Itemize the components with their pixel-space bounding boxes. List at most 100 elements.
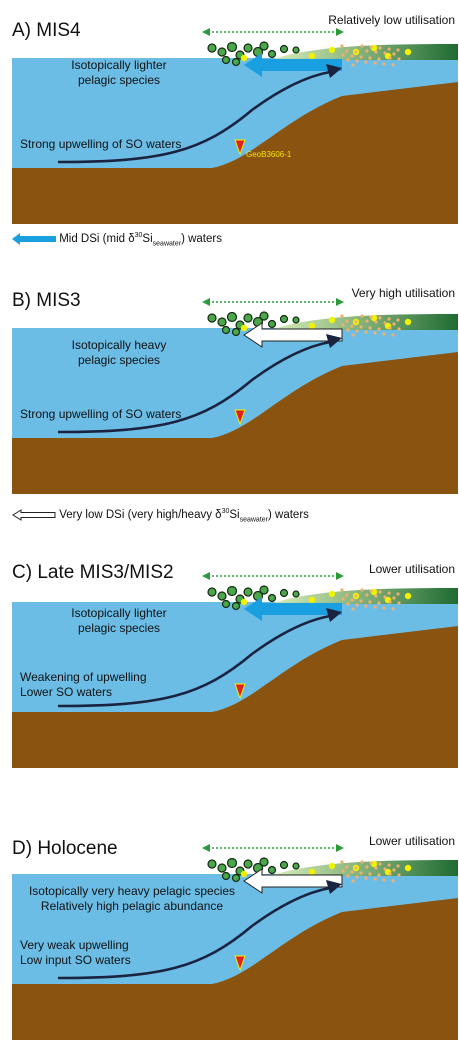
- upwelling-label: Weakening of upwelling Lower SO waters: [20, 670, 147, 700]
- utilisation-label: Lower utilisation: [368, 834, 455, 848]
- diatom-small: [340, 44, 344, 48]
- diatom-small: [355, 603, 359, 607]
- seafloor: [12, 626, 458, 768]
- diatom-small: [387, 47, 391, 51]
- diatom-small: [373, 605, 377, 609]
- diatom-yellow: [308, 322, 316, 330]
- arrowhead-right-icon: [336, 298, 344, 306]
- species-label-line: pelagic species: [77, 73, 161, 87]
- diatom-small: [388, 600, 392, 604]
- diatom-circle: [292, 590, 300, 598]
- diatom-small: [391, 607, 395, 611]
- arrowhead-right-icon: [336, 28, 344, 36]
- legend-white-text: Very low DSi (very high/heavy δ30Siseawa…: [59, 508, 309, 524]
- diatom-small: [345, 593, 349, 597]
- diatom-small: [397, 57, 401, 61]
- white-arrow-icon: [12, 508, 56, 521]
- diatom-circle: [226, 41, 238, 53]
- diatom-circle: [207, 859, 217, 869]
- productive-layer: [270, 44, 458, 60]
- upwelling-label: Strong upwelling of SO waters: [20, 137, 181, 152]
- diatom-circle: [279, 44, 289, 54]
- panel-title: A) MIS4: [12, 20, 81, 41]
- diatom-small: [377, 57, 381, 61]
- panel-b: B) MIS3 Very high utilisation Isotopical…: [0, 260, 459, 510]
- diatom-small: [383, 595, 387, 599]
- scene-diagram: [12, 298, 458, 494]
- diatom-small: [387, 863, 391, 867]
- species-label: Isotopically lighter pelagic species: [44, 606, 194, 636]
- diatom-small: [374, 594, 378, 598]
- diatom-small: [383, 321, 387, 325]
- diatom-yellow: [240, 870, 248, 878]
- panel-a: A) MIS4 Relatively low utilisation Isoto…: [0, 0, 459, 250]
- diatom-small: [359, 325, 363, 329]
- diatom-circle: [226, 857, 238, 869]
- diatom-small: [382, 878, 386, 882]
- upwelling-label-line: Strong upwelling of SO waters: [20, 407, 182, 421]
- species-label-line: pelagic species: [77, 621, 161, 635]
- core-site-marker-icon: [234, 955, 246, 972]
- diatom-yellow: [404, 864, 412, 872]
- upwelling-label: Strong upwelling of SO waters: [20, 407, 181, 422]
- blue-arrow-icon: [12, 232, 56, 245]
- diatom-small: [360, 314, 364, 318]
- diatom-yellow: [328, 590, 336, 598]
- diatom-small: [350, 324, 354, 328]
- diatom-circle: [267, 49, 277, 59]
- diatom-yellow: [308, 868, 316, 876]
- species-label: Isotopically lighter pelagic species: [44, 58, 194, 88]
- productive-layer: [270, 588, 458, 604]
- diatom-small: [350, 870, 354, 874]
- species-label-line: Isotopically heavy: [71, 338, 167, 352]
- diatom-yellow: [328, 46, 336, 54]
- diatom-yellow: [404, 592, 412, 600]
- panel-title: B) MIS3: [12, 290, 81, 311]
- species-label-line: Isotopically very heavy pelagic species: [28, 884, 236, 898]
- legend-white-arrow: Very low DSi (very high/heavy δ30Siseawa…: [12, 508, 452, 523]
- diatom-small: [340, 314, 344, 318]
- species-label-line: Relatively high pelagic abundance: [40, 899, 224, 913]
- diatom-small: [364, 876, 368, 880]
- diatom-circle: [226, 311, 238, 323]
- diatom-small: [351, 63, 355, 67]
- diatom-small: [351, 879, 355, 883]
- diatom-small: [396, 318, 400, 322]
- diatom-small: [368, 872, 372, 876]
- diatom-small: [397, 327, 401, 331]
- diatom-circle: [207, 43, 217, 53]
- diatom-small: [354, 50, 358, 54]
- site-label: GeoB3606-1: [246, 150, 292, 159]
- diatom-circle: [217, 317, 227, 327]
- diatom-small: [345, 865, 349, 869]
- diatom-circle: [292, 862, 300, 870]
- diatom-small: [368, 600, 372, 604]
- species-label-line: Isotopically lighter: [71, 58, 167, 72]
- diatom-small: [364, 60, 368, 64]
- utilisation-label: Relatively low utilisation: [328, 13, 455, 27]
- diatom-small: [340, 860, 344, 864]
- water-mass-arrow: [244, 597, 342, 621]
- upwelling-label: Very weak upwelling Low input SO waters: [20, 938, 131, 968]
- diatom-small: [345, 319, 349, 323]
- core-site-marker-icon: [234, 139, 246, 156]
- panel-title: C) Late MIS3/MIS2: [12, 562, 174, 583]
- upwelling-arrowhead-icon: [326, 64, 342, 78]
- utilisation-label: Lower utilisation: [368, 562, 455, 576]
- diatom-circle: [292, 316, 300, 324]
- scene-diagram: [12, 572, 458, 768]
- seafloor: [12, 898, 458, 1040]
- diatom-circle: [231, 601, 241, 611]
- upwelling-arrow: [57, 614, 331, 708]
- diatom-circle: [231, 327, 241, 337]
- diatom-small: [341, 597, 345, 601]
- legend-blue-text: Mid DSi (mid δ30Siseawater) waters: [59, 232, 222, 248]
- seafloor: [12, 82, 458, 224]
- scene-diagram: [12, 844, 458, 1040]
- diatom-small: [354, 320, 358, 324]
- diatom-small: [391, 879, 395, 883]
- diatom-circle: [279, 860, 289, 870]
- diatom-small: [374, 320, 378, 324]
- diatom-small: [383, 51, 387, 55]
- diatom-small: [354, 594, 358, 598]
